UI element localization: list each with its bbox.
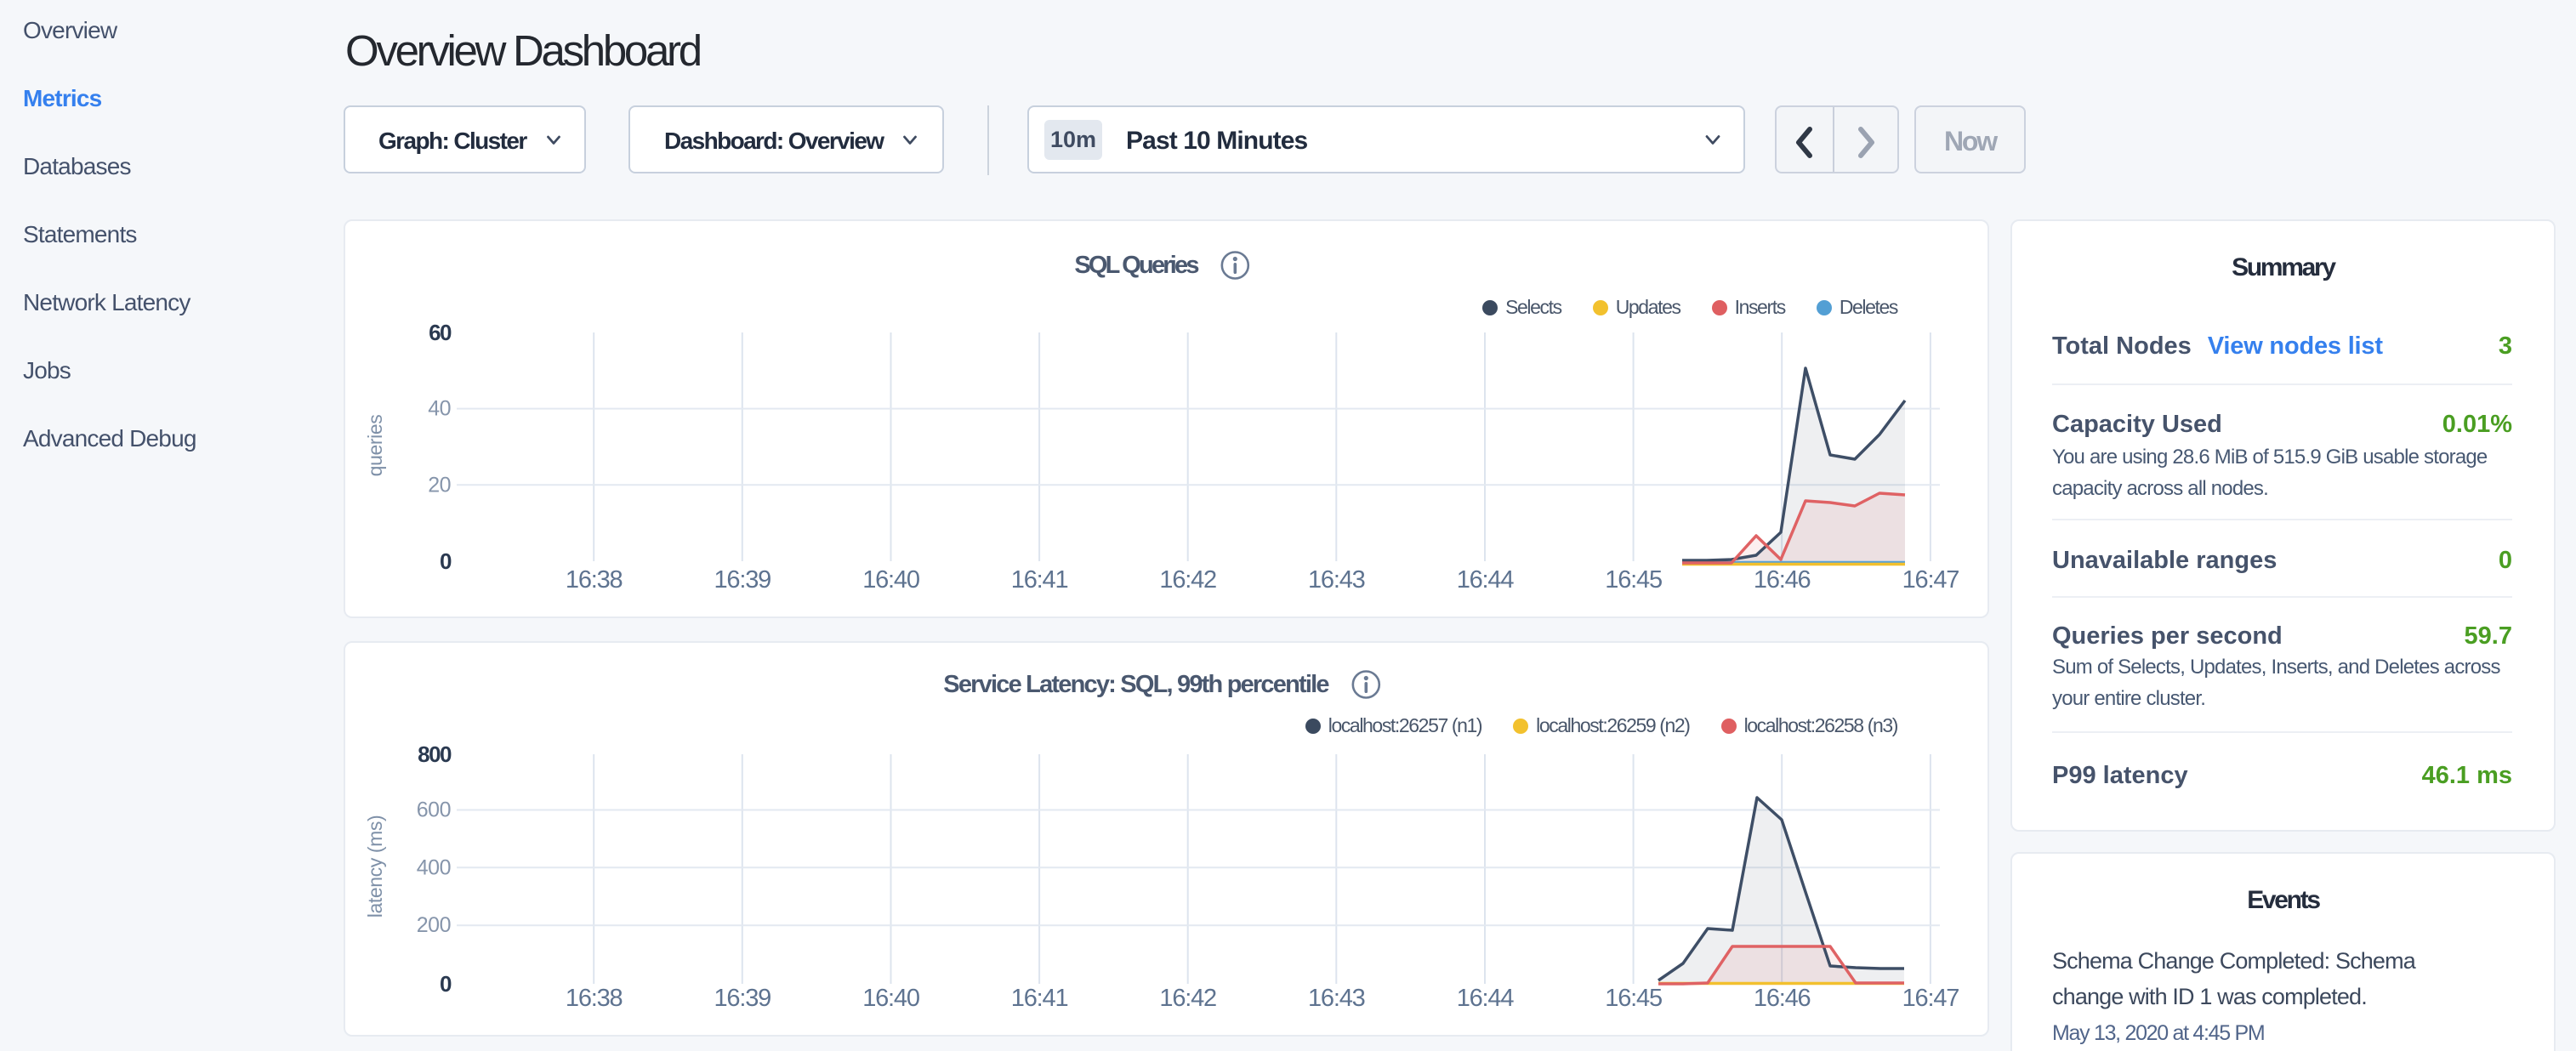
svg-text:16:40: 16:40 <box>862 566 919 594</box>
svg-text:16:42: 16:42 <box>1159 566 1216 594</box>
svg-text:0: 0 <box>440 548 452 574</box>
svg-text:600: 600 <box>417 798 451 822</box>
svg-text:16:44: 16:44 <box>1457 985 1515 1012</box>
svg-text:200: 200 <box>417 913 451 937</box>
svg-text:16:43: 16:43 <box>1308 985 1365 1012</box>
svg-text:16:41: 16:41 <box>1011 985 1068 1012</box>
svg-text:latency (ms): latency (ms) <box>364 815 386 917</box>
svg-text:queries: queries <box>364 415 386 477</box>
svg-text:16:46: 16:46 <box>1754 566 1811 594</box>
svg-text:16:44: 16:44 <box>1457 566 1515 594</box>
svg-text:40: 40 <box>428 397 451 421</box>
svg-text:16:39: 16:39 <box>714 566 771 594</box>
svg-text:16:47: 16:47 <box>1902 985 1959 1012</box>
svg-text:16:38: 16:38 <box>566 985 623 1012</box>
svg-text:20: 20 <box>428 473 451 497</box>
svg-text:16:38: 16:38 <box>566 566 623 594</box>
svg-text:16:47: 16:47 <box>1902 566 1959 594</box>
svg-text:16:39: 16:39 <box>714 985 771 1012</box>
svg-text:400: 400 <box>417 855 451 879</box>
svg-text:16:46: 16:46 <box>1754 985 1811 1012</box>
svg-text:16:43: 16:43 <box>1308 566 1365 594</box>
svg-text:800: 800 <box>418 741 452 767</box>
svg-text:60: 60 <box>429 320 452 345</box>
svg-text:16:45: 16:45 <box>1605 566 1662 594</box>
svg-text:16:41: 16:41 <box>1011 566 1068 594</box>
svg-text:16:42: 16:42 <box>1159 985 1216 1012</box>
svg-text:16:40: 16:40 <box>862 985 919 1012</box>
svg-text:16:45: 16:45 <box>1605 985 1662 1012</box>
svg-text:0: 0 <box>440 971 452 997</box>
